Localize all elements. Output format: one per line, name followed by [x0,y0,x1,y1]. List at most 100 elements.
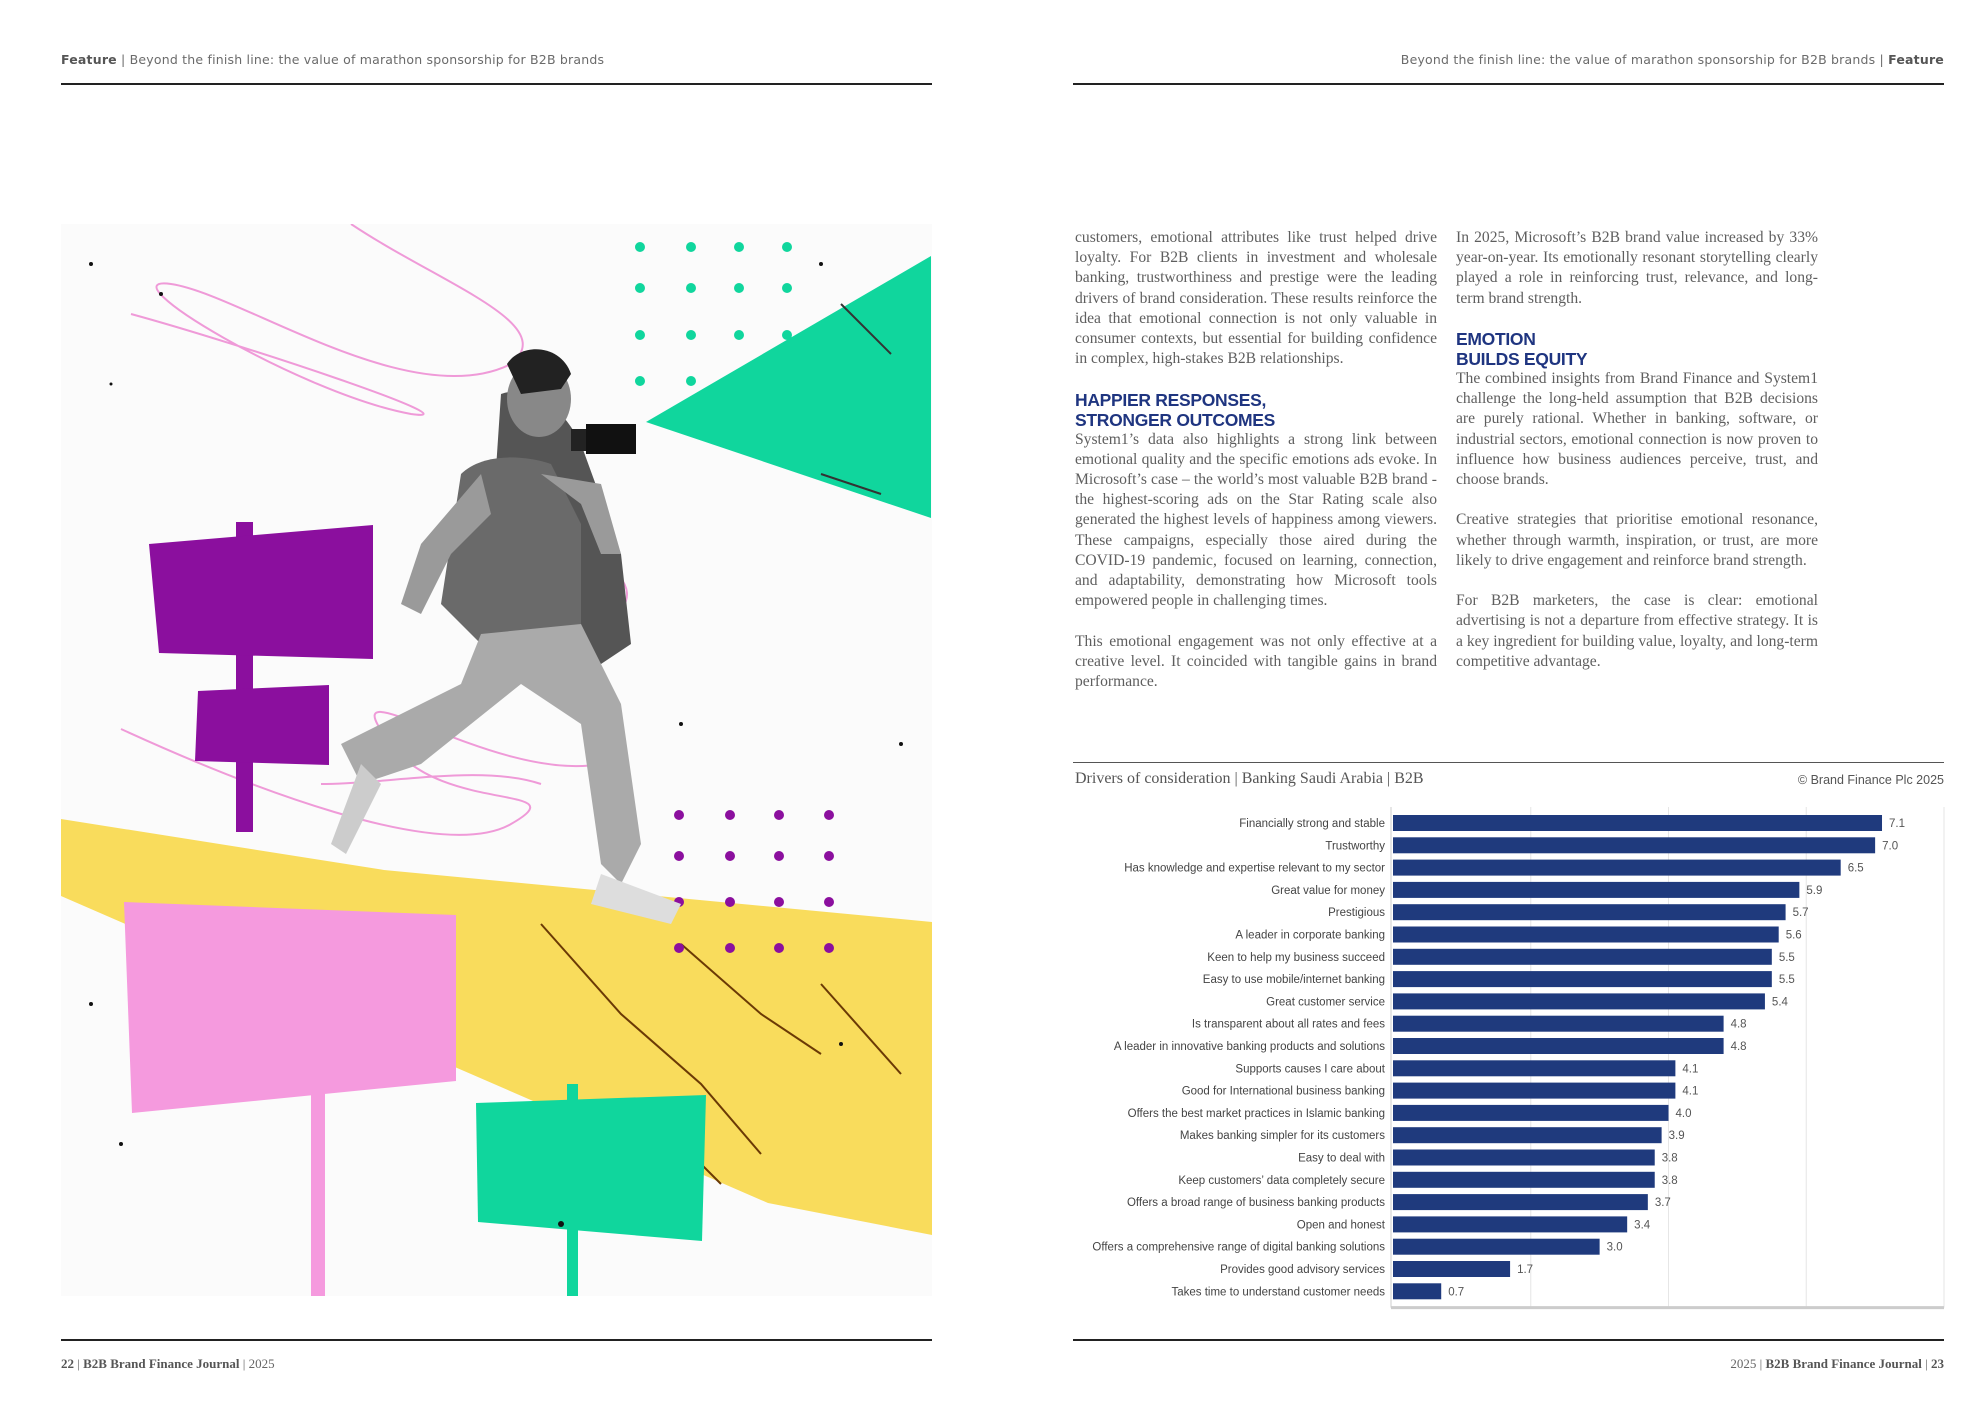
category-label: Easy to deal with [1298,1153,1385,1165]
bar [1393,1194,1648,1211]
paragraph: In 2025, Microsoft’s B2B brand value inc… [1456,229,1818,307]
category-label: Offers the best market practices in Isla… [1128,1108,1385,1120]
section-heading: HAPPIER RESPONSES, STRONGER OUTCOMES [1075,389,1276,430]
bar [1393,1261,1511,1277]
header-divider [61,83,932,85]
paragraph: System1’s data also highlights a strong … [1075,430,1437,610]
category-label: Good for International business banking [1182,1086,1385,1098]
bar [1393,1060,1676,1077]
bar-value-label: 3.8 [1662,1153,1678,1165]
footer-divider [1073,1339,1944,1341]
category-label: Prestigious [1328,907,1385,919]
section-label: Feature [61,52,117,67]
chart-divider [1073,762,1944,763]
chart-copyright: © Brand Finance Plc 2025 [1797,773,1944,787]
category-label: Is transparent about all rates and fees [1192,1019,1385,1031]
paragraph: customers, emotional attributes like tru… [1075,229,1437,368]
category-label: Provides good advisory services [1220,1264,1385,1276]
article-title: Beyond the finish line: the value of mar… [1400,52,1876,67]
bar [1393,1238,1600,1255]
category-label: Keen to help my business succeed [1207,952,1385,964]
category-label: Open and honest [1297,1219,1386,1231]
bar [1393,881,1800,898]
bar [1393,1082,1676,1099]
text-column-1: customers, emotional attributes like tru… [1075,228,1437,712]
category-label: Keep customers’ data completely secure [1178,1175,1385,1187]
bar [1393,1283,1442,1300]
bar [1393,1015,1724,1032]
section-label: Feature [1888,52,1944,67]
category-label: Great customer service [1266,996,1385,1008]
bar-value-label: 5.9 [1806,885,1822,897]
category-label: Great value for money [1271,885,1385,897]
bar-value-label: 4.0 [1676,1108,1692,1120]
running-man-figure [331,349,681,924]
chart-title: Drivers of consideration | Banking Saudi… [1075,770,1424,787]
header-divider [1073,83,1944,85]
bar-value-label: 5.6 [1786,930,1802,942]
left-page-footer: 22 | B2B Brand Finance Journal | 2025 [61,1356,275,1371]
pink-sign-pole [311,1084,325,1296]
bar-value-label: 3.9 [1669,1130,1685,1142]
category-label: Has knowledge and expertise relevant to … [1124,863,1385,875]
bar [1393,859,1841,876]
bar [1393,1127,1662,1144]
category-label: Takes time to understand customer needs [1171,1286,1385,1298]
bar [1393,815,1883,831]
category-label: Financially strong and stable [1239,818,1385,830]
crack-lines [540,923,902,1185]
hero-illustration [61,224,932,1296]
bar [1393,1104,1669,1121]
text-column-2: In 2025, Microsoft’s B2B brand value inc… [1456,228,1818,692]
bar-value-label: 5.5 [1779,952,1795,964]
paragraph: For B2B marketers, the case is clear: em… [1456,592,1818,670]
bar-value-label: 3.8 [1662,1175,1678,1187]
bar-value-label: 0.7 [1448,1286,1464,1298]
bar-value-label: 3.7 [1655,1197,1671,1209]
category-label: Makes banking simpler for its customers [1180,1130,1385,1142]
section-heading: EMOTION BUILDS EQUITY [1456,329,1588,369]
bar [1393,926,1779,943]
bar-value-label: 7.1 [1889,818,1905,830]
category-label: A leader in innovative banking products … [1114,1041,1385,1053]
purple-sign-small [195,685,329,765]
bar [1393,904,1786,921]
ink-speckles [89,262,903,1227]
left-page-header: Feature | Beyond the finish line: the va… [61,52,605,67]
right-page-header: Beyond the finish line: the value of mar… [1400,52,1944,67]
article-title: Beyond the finish line: the value of mar… [129,52,605,67]
paragraph: This emotional engagement was not only e… [1075,632,1437,691]
teal-dot-grid [635,242,792,386]
category-label: Trustworthy [1325,840,1385,852]
bar [1393,971,1772,988]
right-page-footer: 2025 | B2B Brand Finance Journal | 23 [1730,1356,1944,1371]
bar [1393,1171,1655,1188]
category-label: Offers a comprehensive range of digital … [1092,1242,1385,1254]
category-label: Easy to use mobile/internet banking [1203,974,1385,986]
category-label: Offers a broad range of business banking… [1127,1197,1385,1209]
bar [1393,1038,1724,1054]
bar-value-label: 4.1 [1682,1063,1698,1075]
bar-value-label: 4.8 [1731,1041,1747,1053]
bar-value-label: 4.8 [1731,1019,1747,1031]
category-label: A leader in corporate banking [1235,930,1385,942]
bar-value-label: 5.5 [1779,974,1795,986]
paragraph: The combined insights from Brand Finance… [1456,370,1818,489]
bar-value-label: 3.0 [1607,1242,1623,1254]
bar [1393,1216,1628,1233]
bar-value-label: 1.7 [1517,1264,1533,1276]
paragraph: Creative strategies that prioritise emot… [1456,511,1818,569]
bar [1393,993,1765,1010]
bar-value-label: 5.7 [1793,907,1809,919]
green-sign [476,1095,706,1241]
bar [1393,948,1772,965]
bar [1393,837,1876,854]
bar-value-label: 6.5 [1848,863,1864,875]
bar-value-label: 5.4 [1772,996,1789,1008]
pink-sign [124,902,456,1113]
bar-value-label: 3.4 [1634,1219,1651,1231]
bar [1393,1149,1655,1166]
bar-value-label: 4.1 [1682,1086,1698,1098]
category-label: Supports causes I care about [1235,1063,1385,1075]
footer-divider [61,1339,932,1341]
